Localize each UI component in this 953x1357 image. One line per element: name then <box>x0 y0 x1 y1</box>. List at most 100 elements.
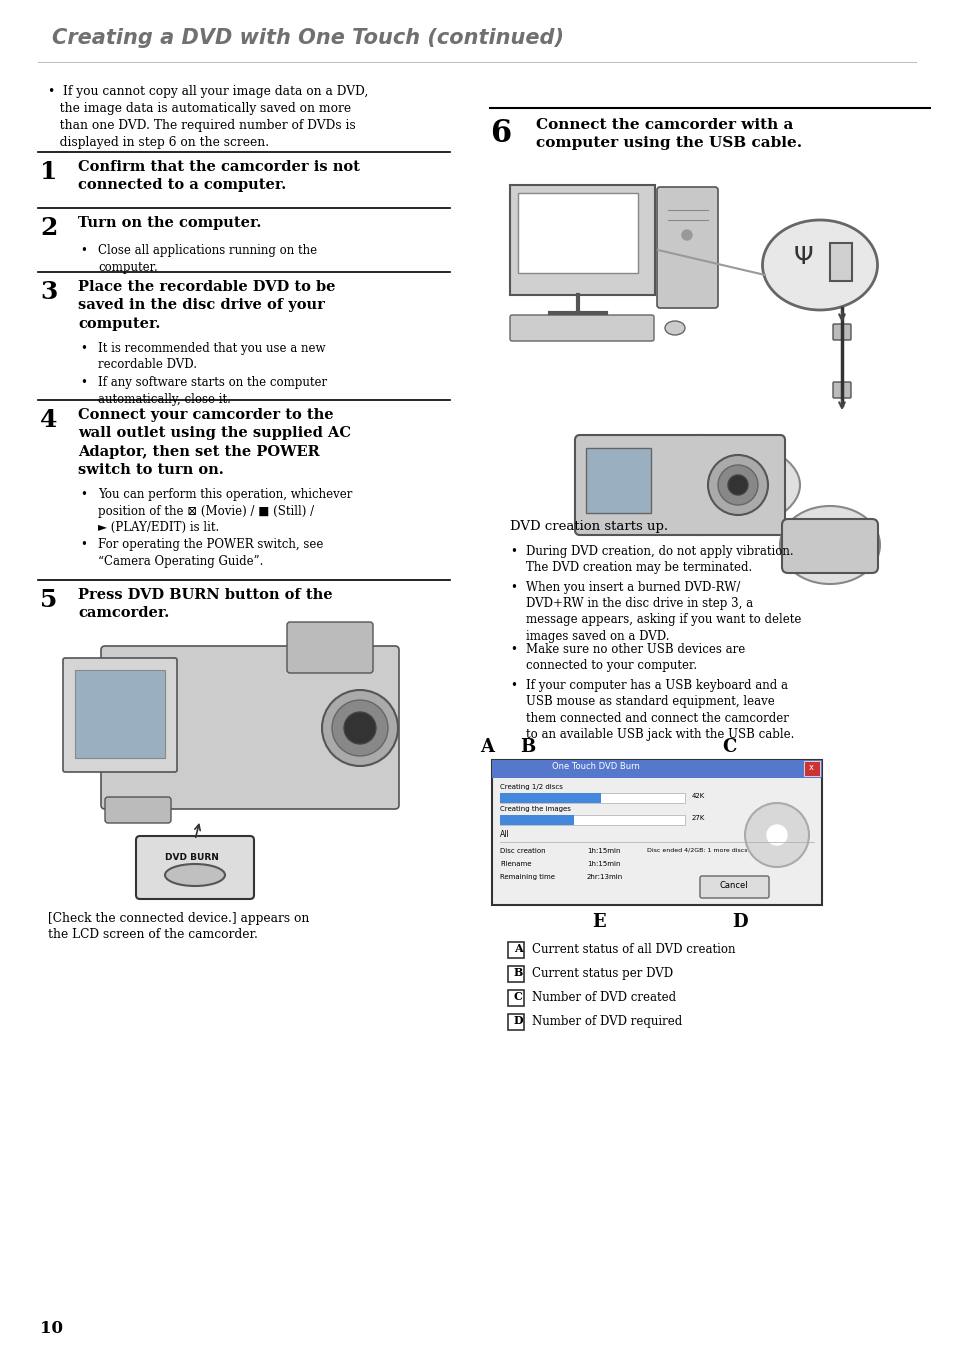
Circle shape <box>766 825 786 845</box>
FancyBboxPatch shape <box>657 187 718 308</box>
Text: Ψ: Ψ <box>793 246 813 269</box>
Ellipse shape <box>165 864 225 886</box>
Circle shape <box>727 475 747 495</box>
Text: Current status of all DVD creation: Current status of all DVD creation <box>532 943 735 955</box>
Text: All: All <box>499 830 509 839</box>
FancyBboxPatch shape <box>507 942 523 958</box>
Text: •: • <box>80 537 87 551</box>
FancyBboxPatch shape <box>492 760 821 778</box>
Ellipse shape <box>599 436 800 535</box>
FancyBboxPatch shape <box>499 792 684 803</box>
Text: Cancel: Cancel <box>719 881 747 890</box>
Circle shape <box>718 465 758 505</box>
Text: •: • <box>510 643 517 655</box>
Text: Number of DVD required: Number of DVD required <box>532 1015 681 1029</box>
FancyBboxPatch shape <box>517 193 638 273</box>
FancyBboxPatch shape <box>832 383 850 398</box>
Text: If any software starts on the computer
automatically, close it.: If any software starts on the computer a… <box>98 376 327 406</box>
Text: C: C <box>513 991 522 1001</box>
Text: Disc ended 4/2GB: 1 more discs: Disc ended 4/2GB: 1 more discs <box>646 848 747 854</box>
FancyBboxPatch shape <box>499 792 600 803</box>
Text: For operating the POWER switch, see
“Camera Operating Guide”.: For operating the POWER switch, see “Cam… <box>98 537 323 567</box>
FancyBboxPatch shape <box>832 324 850 341</box>
Text: Filename: Filename <box>499 860 531 867</box>
FancyBboxPatch shape <box>510 315 654 341</box>
Text: Connect the camcorder with a
computer using the USB cable.: Connect the camcorder with a computer us… <box>536 118 801 151</box>
Text: During DVD creation, do not apply vibration.
The DVD creation may be terminated.: During DVD creation, do not apply vibrat… <box>525 546 793 574</box>
Text: •: • <box>510 546 517 558</box>
Text: 1: 1 <box>40 160 57 185</box>
Text: •: • <box>80 376 87 389</box>
Text: D: D <box>731 913 747 931</box>
Circle shape <box>332 700 388 756</box>
FancyBboxPatch shape <box>499 816 574 825</box>
Text: 27K: 27K <box>691 816 704 821</box>
FancyBboxPatch shape <box>101 646 398 809</box>
FancyBboxPatch shape <box>510 185 655 294</box>
FancyBboxPatch shape <box>507 991 523 1006</box>
Text: •: • <box>80 489 87 501</box>
FancyBboxPatch shape <box>575 436 784 535</box>
Circle shape <box>707 455 767 516</box>
Text: You can perform this operation, whichever
position of the ⊠ (Movie) / ■ (Still) : You can perform this operation, whicheve… <box>98 489 352 535</box>
Circle shape <box>344 712 375 744</box>
Text: Number of DVD created: Number of DVD created <box>532 991 676 1004</box>
Text: DVD creation starts up.: DVD creation starts up. <box>510 520 667 533</box>
Text: 2: 2 <box>40 216 57 240</box>
Text: D: D <box>513 1015 522 1026</box>
FancyBboxPatch shape <box>75 670 165 759</box>
Text: 5: 5 <box>40 588 57 612</box>
Text: •  If you cannot copy all your image data on a DVD,: • If you cannot copy all your image data… <box>48 85 368 98</box>
Text: Place the recordable DVD to be
saved in the disc drive of your
computer.: Place the recordable DVD to be saved in … <box>78 280 335 331</box>
FancyBboxPatch shape <box>803 761 820 776</box>
Text: A: A <box>513 943 521 954</box>
Circle shape <box>681 229 691 240</box>
Ellipse shape <box>761 220 877 309</box>
Text: 6: 6 <box>490 118 511 149</box>
Text: B: B <box>513 968 522 978</box>
Text: It is recommended that you use a new
recordable DVD.: It is recommended that you use a new rec… <box>98 342 325 372</box>
Text: Current status per DVD: Current status per DVD <box>532 968 673 980</box>
Text: •: • <box>80 244 87 256</box>
FancyBboxPatch shape <box>700 877 768 898</box>
Text: C: C <box>721 738 736 756</box>
Text: One Touch DVD Burn: One Touch DVD Burn <box>552 763 639 771</box>
Text: than one DVD. The required number of DVDs is: than one DVD. The required number of DVD… <box>48 119 355 132</box>
Text: •: • <box>80 342 87 356</box>
Text: Remaining time: Remaining time <box>499 874 555 879</box>
Text: 10: 10 <box>40 1320 63 1337</box>
Text: Confirm that the camcorder is not
connected to a computer.: Confirm that the camcorder is not connec… <box>78 160 359 193</box>
FancyBboxPatch shape <box>781 518 877 573</box>
Text: Make sure no other USB devices are
connected to your computer.: Make sure no other USB devices are conne… <box>525 643 744 673</box>
Text: B: B <box>519 738 535 756</box>
Text: 1h:15min: 1h:15min <box>586 860 619 867</box>
Text: Creating the images: Creating the images <box>499 806 570 811</box>
Text: 2hr:13min: 2hr:13min <box>586 874 622 879</box>
Ellipse shape <box>780 506 879 584</box>
Text: Creating 1/2 discs: Creating 1/2 discs <box>499 784 562 790</box>
Circle shape <box>322 689 397 765</box>
Text: Connect your camcorder to the
wall outlet using the supplied AC
Adaptor, then se: Connect your camcorder to the wall outle… <box>78 408 351 478</box>
FancyBboxPatch shape <box>105 797 171 822</box>
Text: Creating a DVD with One Touch (continued): Creating a DVD with One Touch (continued… <box>52 28 563 47</box>
Text: 42K: 42K <box>691 792 704 799</box>
FancyBboxPatch shape <box>492 760 821 905</box>
Ellipse shape <box>664 322 684 335</box>
Text: x: x <box>808 763 813 772</box>
Text: E: E <box>592 913 605 931</box>
FancyBboxPatch shape <box>63 658 177 772</box>
FancyBboxPatch shape <box>287 622 373 673</box>
Text: [Check the connected device.] appears on
the LCD screen of the camcorder.: [Check the connected device.] appears on… <box>48 912 309 942</box>
Circle shape <box>744 803 808 867</box>
Text: 4: 4 <box>40 408 57 432</box>
Text: Press DVD BURN button of the
camcorder.: Press DVD BURN button of the camcorder. <box>78 588 333 620</box>
Text: DVD BURN: DVD BURN <box>165 854 218 862</box>
Text: When you insert a burned DVD-RW/
DVD+RW in the disc drive in step 3, a
message a: When you insert a burned DVD-RW/ DVD+RW … <box>525 581 801 643</box>
Text: •: • <box>510 678 517 692</box>
FancyBboxPatch shape <box>507 1014 523 1030</box>
Text: 3: 3 <box>40 280 57 304</box>
Text: •: • <box>510 581 517 593</box>
Text: the image data is automatically saved on more: the image data is automatically saved on… <box>48 102 351 115</box>
FancyBboxPatch shape <box>585 448 650 513</box>
Text: 1h:15min: 1h:15min <box>586 848 619 854</box>
